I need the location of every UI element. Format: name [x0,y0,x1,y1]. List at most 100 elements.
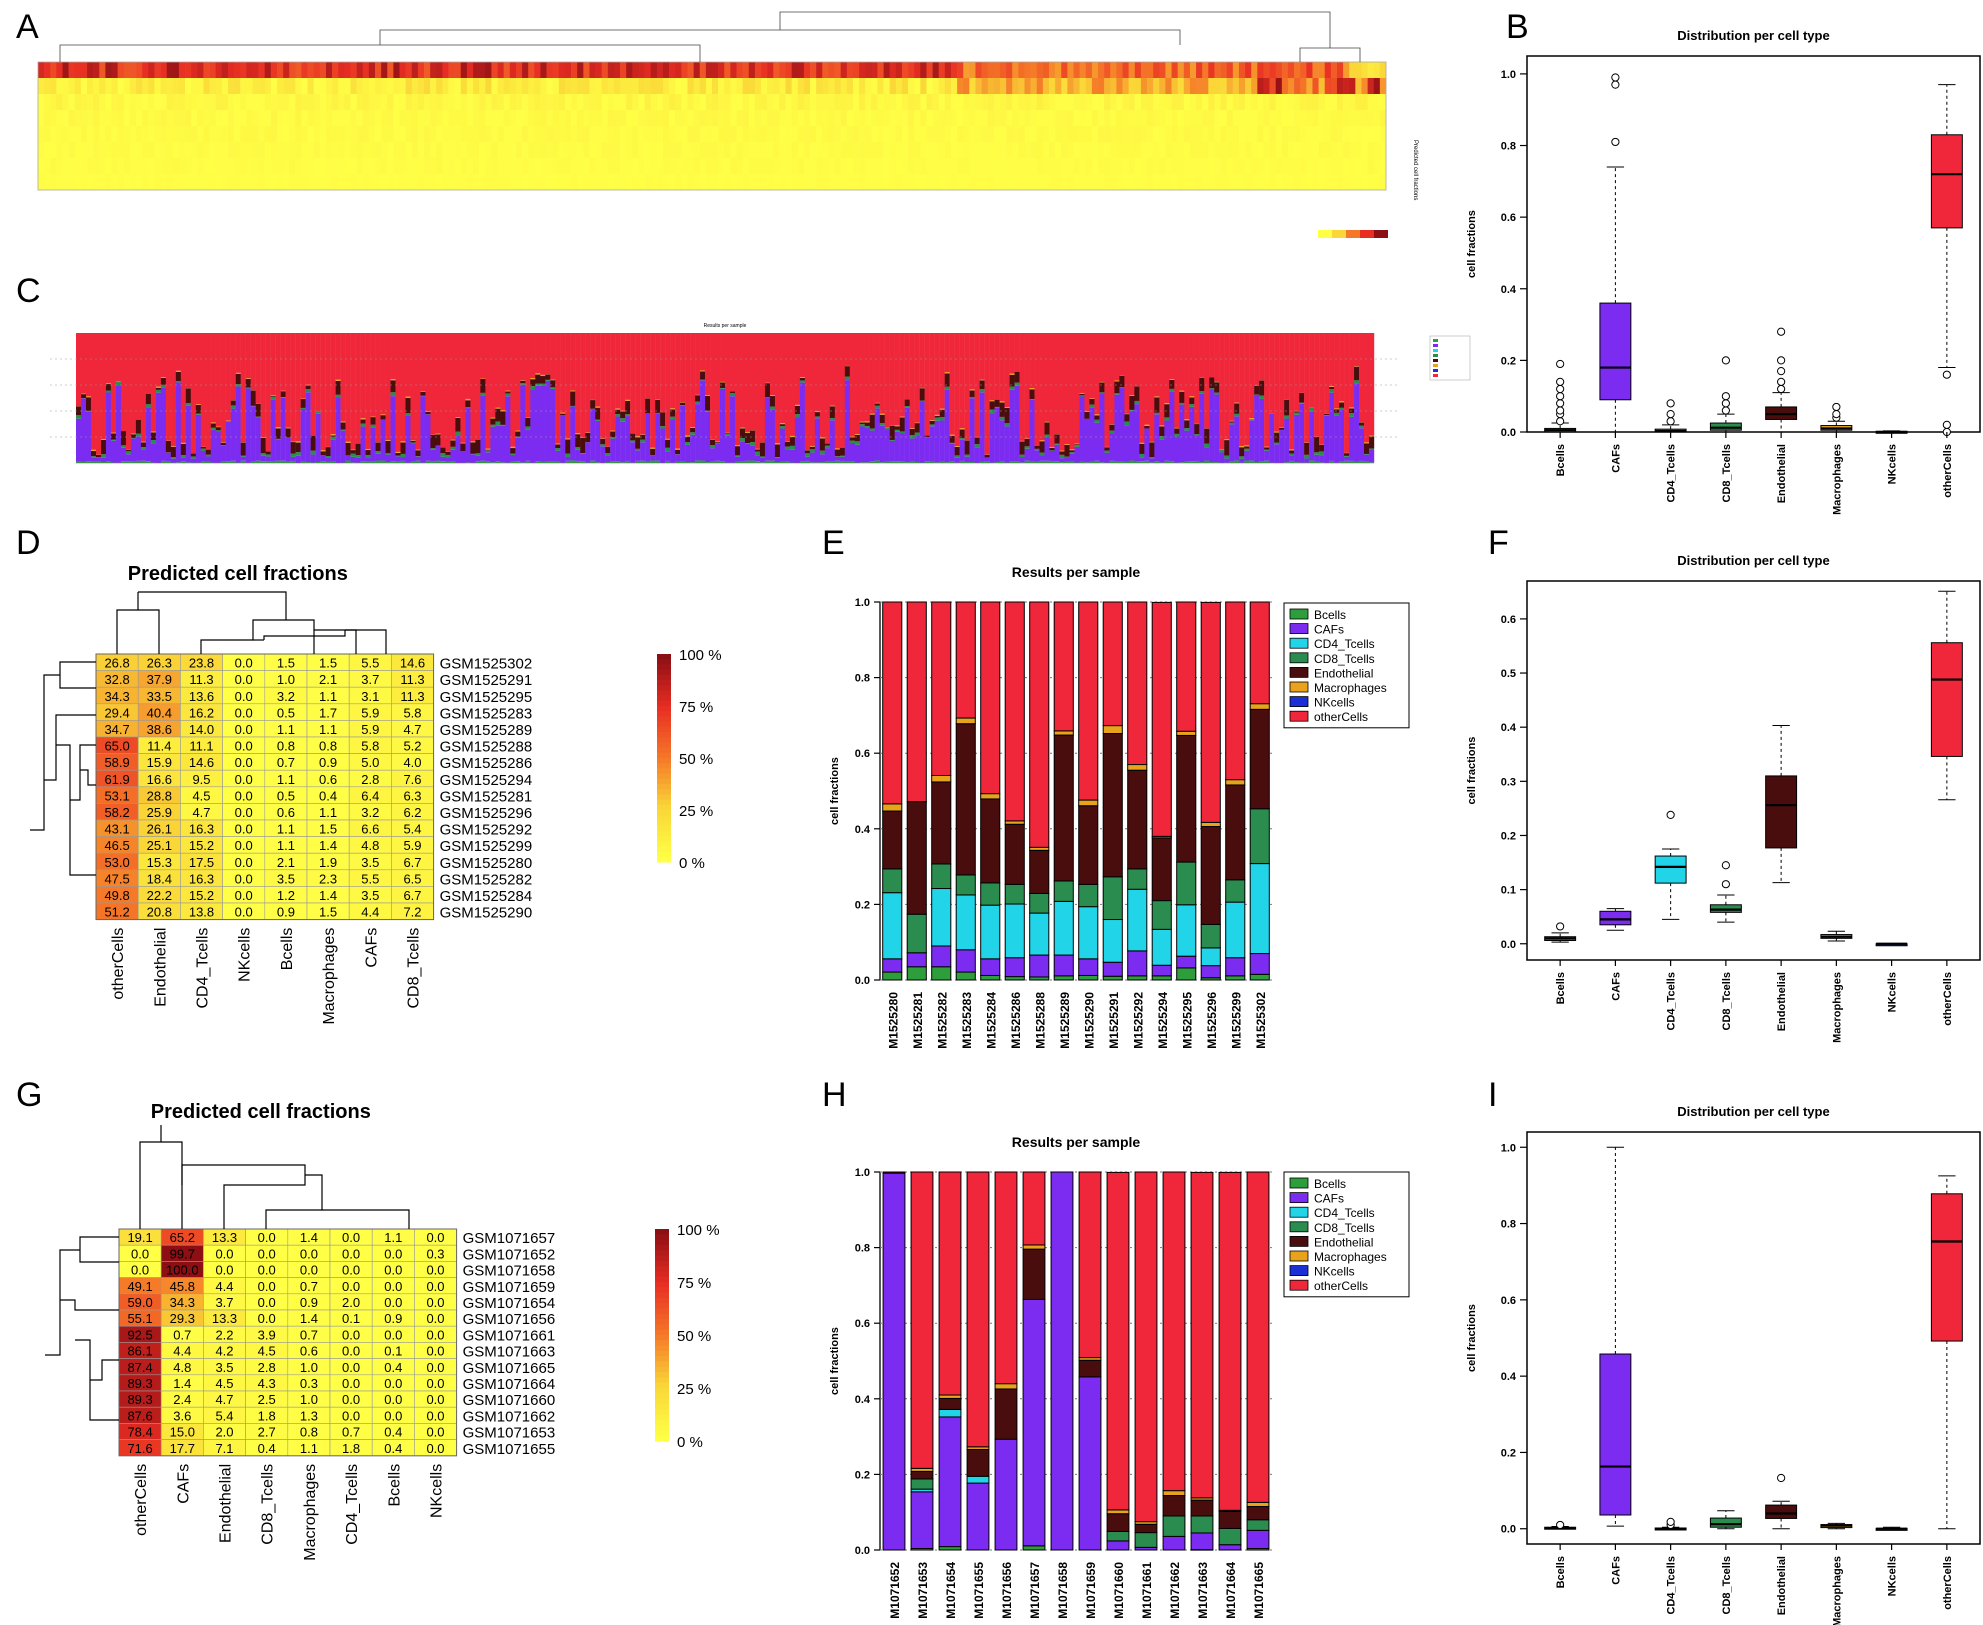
overview-bar-segment-Endothelial [904,399,910,407]
overview-bar-segment-Endothelial [919,388,925,401]
overview-heatmap-cell [730,94,737,111]
overview-bar-segment-otherCells [1104,333,1110,447]
overview-heatmap-cell [430,158,437,175]
overview-bar-segment-CAFs [475,455,481,462]
overview-heatmap-cell [938,94,946,111]
column-label: otherCells [110,928,127,1000]
overview-heatmap-cell [1055,78,1062,95]
overview-heatmap-cell [895,126,903,143]
overview-bar-segment-otherCells [859,333,865,422]
overview-bar-segment-otherCells [814,333,821,412]
overview-bar-segment-otherCells [1309,333,1315,408]
overview-heatmap-cell [705,78,713,95]
overview-bar-segment-otherCells [869,333,875,414]
y-axis-label: cell fractions [1466,210,1478,278]
cell-value: 0.0 [342,1279,360,1294]
overview-heatmap-cell [950,174,958,191]
overview-bar-segment-CAFs [1309,411,1315,461]
cell-value: 0.0 [235,739,253,754]
overview-bar-segment-Endothelial [605,446,611,454]
cell-value: 0.0 [426,1376,444,1391]
overview-heatmap-cell [810,78,817,95]
legend-label: Endothelial [1314,666,1373,680]
overview-heatmap-cell [99,126,106,143]
overview-heatmap-cell [1116,174,1123,191]
overview-heatmap-cell [675,62,682,79]
cell-value: 0.4 [384,1360,402,1375]
overview-heatmap-cell [1036,174,1044,191]
overview-heatmap-cell [693,142,701,159]
overview-heatmap-cell [1343,174,1350,191]
overview-bar-segment-Endothelial [435,434,441,446]
overview-heatmap-cell [613,126,621,143]
overview-bar-segment-otherCells [1349,333,1355,408]
overview-bar-segment-CAFs [435,445,441,461]
overview-heatmap-cell [957,174,964,191]
overview-bar-segment-otherCells [1324,333,1330,414]
overview-bar-segment-Bcells [1214,462,1220,463]
overview-heatmap-cell [1055,62,1062,79]
overview-heatmap-cell [675,142,682,159]
cell-value: 4.5 [258,1344,276,1359]
overview-heatmap-cell [1067,62,1074,79]
overview-bar-segment-Endothelial [105,384,112,391]
overview-bar-segment-otherCells [470,333,476,442]
overview-heatmap-cell [405,158,413,175]
overview-bar-segment-Bcells [700,460,706,463]
overview-heatmap-cell [1257,126,1264,143]
overview-bar-segment-Endothelial [715,441,721,443]
overview-bar-segment-Endothelial [899,417,905,432]
overview-bar-segment-CD8_Tcells [120,445,127,448]
overview-bar-segment-Macrophages [1244,445,1250,447]
cell-value: 38.6 [147,722,172,737]
cell-value: 47.5 [104,871,129,886]
y-tick-label: 0.6 [855,748,870,760]
overview-heatmap-cell [1196,174,1203,191]
overview-heatmap-cell [748,174,756,191]
overview-bar-segment-CAFs [605,455,611,463]
overview-heatmap-cell [111,142,118,159]
overview-bar-segment-Endothelial [874,403,880,406]
overview-bar-segment-Bcells [1314,461,1320,463]
cell-value: 15.3 [147,855,172,870]
overview-bar-segment-CAFs [1339,409,1345,462]
overview-heatmap-cell [877,62,884,79]
overview-bar-segment-CAFs [929,426,935,462]
overview-bar-segment-CAFs [100,457,107,462]
overview-heatmap-cell [387,78,394,95]
color-scale-step [655,1250,669,1256]
cell-value: 0.0 [235,772,253,787]
overview-heatmap-cell [1189,158,1197,175]
overview-bar-segment-Macrophages [380,414,386,416]
overview-bar-segment-otherCells [170,333,177,447]
overview-heatmap-cell [963,174,970,191]
overview-heatmap-cell [1312,62,1319,79]
overview-bar-segment-Endothelial [1294,411,1300,413]
overview-bar-segment-otherCells [280,333,286,391]
overview-heatmap-cell [1208,158,1215,175]
overview-heatmap-cell [773,142,780,159]
overview-bar-segment-Bcells [330,461,336,463]
dendrogram-branch [79,1236,119,1263]
cell-value: 3.9 [258,1327,276,1342]
overview-bar-segment-Bcells [1184,461,1190,463]
overview-heatmap-cell [1006,158,1013,175]
overview-bar-segment-Bcells [929,461,935,463]
overview-bar-segment-Endothelial [964,440,970,455]
overview-bar-segment-CAFs [729,396,736,463]
overview-heatmap-cell [1226,158,1234,175]
overview-heatmap-cell [730,158,737,175]
overview-bar-segment-otherCells [325,333,331,447]
overview-heatmap-cell [1245,142,1252,159]
overview-bar-segment-CAFs [1094,422,1100,461]
color-scale-step [655,1266,669,1272]
overview-heatmap-cell [1214,62,1221,79]
y-tick-label: 0.2 [855,899,870,911]
overview-heatmap-cell [1030,94,1038,111]
overview-bar-segment-CAFs [155,392,162,463]
overview-heatmap-cell [687,78,694,95]
overview-heatmap-cell [362,78,370,95]
overview-heatmap-cell [1330,174,1338,191]
overview-heatmap-cell [491,158,498,175]
overview-bar-segment-Macrophages [989,400,995,402]
